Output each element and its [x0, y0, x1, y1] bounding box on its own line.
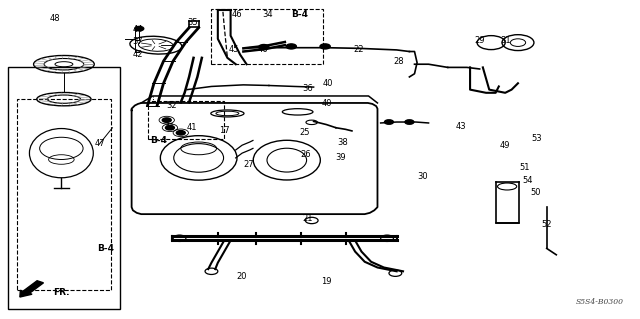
Circle shape — [135, 26, 144, 31]
Text: S5S4-B0300: S5S4-B0300 — [575, 298, 623, 306]
Text: 19: 19 — [321, 277, 332, 286]
Text: 34: 34 — [262, 11, 273, 19]
Text: 25: 25 — [300, 128, 310, 137]
Text: 46: 46 — [232, 11, 243, 19]
Text: 53: 53 — [532, 134, 543, 143]
Text: 47: 47 — [94, 139, 105, 148]
Circle shape — [166, 125, 174, 130]
Text: 26: 26 — [301, 150, 311, 159]
Circle shape — [385, 120, 394, 124]
Bar — [8, 67, 120, 309]
Text: 54: 54 — [522, 176, 532, 185]
Text: 40: 40 — [321, 100, 332, 108]
Circle shape — [259, 45, 269, 50]
Text: 41: 41 — [187, 123, 198, 132]
Text: 20: 20 — [236, 272, 246, 281]
Text: 43: 43 — [455, 122, 466, 131]
Text: 22: 22 — [353, 45, 364, 55]
Circle shape — [176, 130, 185, 135]
Text: 27: 27 — [243, 160, 254, 169]
Text: 44: 44 — [132, 25, 143, 34]
Text: 17: 17 — [219, 126, 230, 135]
Circle shape — [405, 120, 414, 124]
Text: 50: 50 — [530, 188, 540, 197]
Text: 30: 30 — [417, 173, 428, 182]
Text: 29: 29 — [474, 36, 485, 45]
Bar — [211, 9, 323, 64]
Text: 42: 42 — [132, 50, 143, 59]
Text: 32: 32 — [166, 101, 177, 110]
Text: 52: 52 — [541, 220, 552, 229]
Text: 51: 51 — [519, 163, 530, 172]
Text: 31: 31 — [500, 36, 511, 45]
Text: 21: 21 — [302, 214, 312, 223]
FancyArrow shape — [20, 281, 44, 297]
Text: 28: 28 — [393, 56, 404, 65]
Bar — [17, 99, 111, 290]
Text: FR.: FR. — [53, 288, 70, 297]
Text: B-4: B-4 — [97, 244, 115, 253]
Text: 46: 46 — [257, 45, 268, 55]
Text: 41: 41 — [164, 123, 175, 132]
Text: B-4: B-4 — [291, 11, 308, 19]
Text: 49: 49 — [500, 141, 511, 150]
Text: 40: 40 — [323, 79, 333, 88]
Text: 38: 38 — [337, 137, 348, 146]
Text: 39: 39 — [336, 153, 346, 162]
Text: 45: 45 — [228, 45, 239, 55]
Circle shape — [286, 44, 296, 49]
Circle shape — [320, 44, 330, 49]
Bar — [148, 101, 224, 139]
Text: 36: 36 — [302, 84, 312, 93]
Circle shape — [163, 118, 172, 122]
Text: 35: 35 — [187, 19, 198, 27]
Text: 37: 37 — [132, 38, 143, 47]
Text: 48: 48 — [50, 14, 60, 23]
Text: B-4: B-4 — [150, 136, 167, 145]
